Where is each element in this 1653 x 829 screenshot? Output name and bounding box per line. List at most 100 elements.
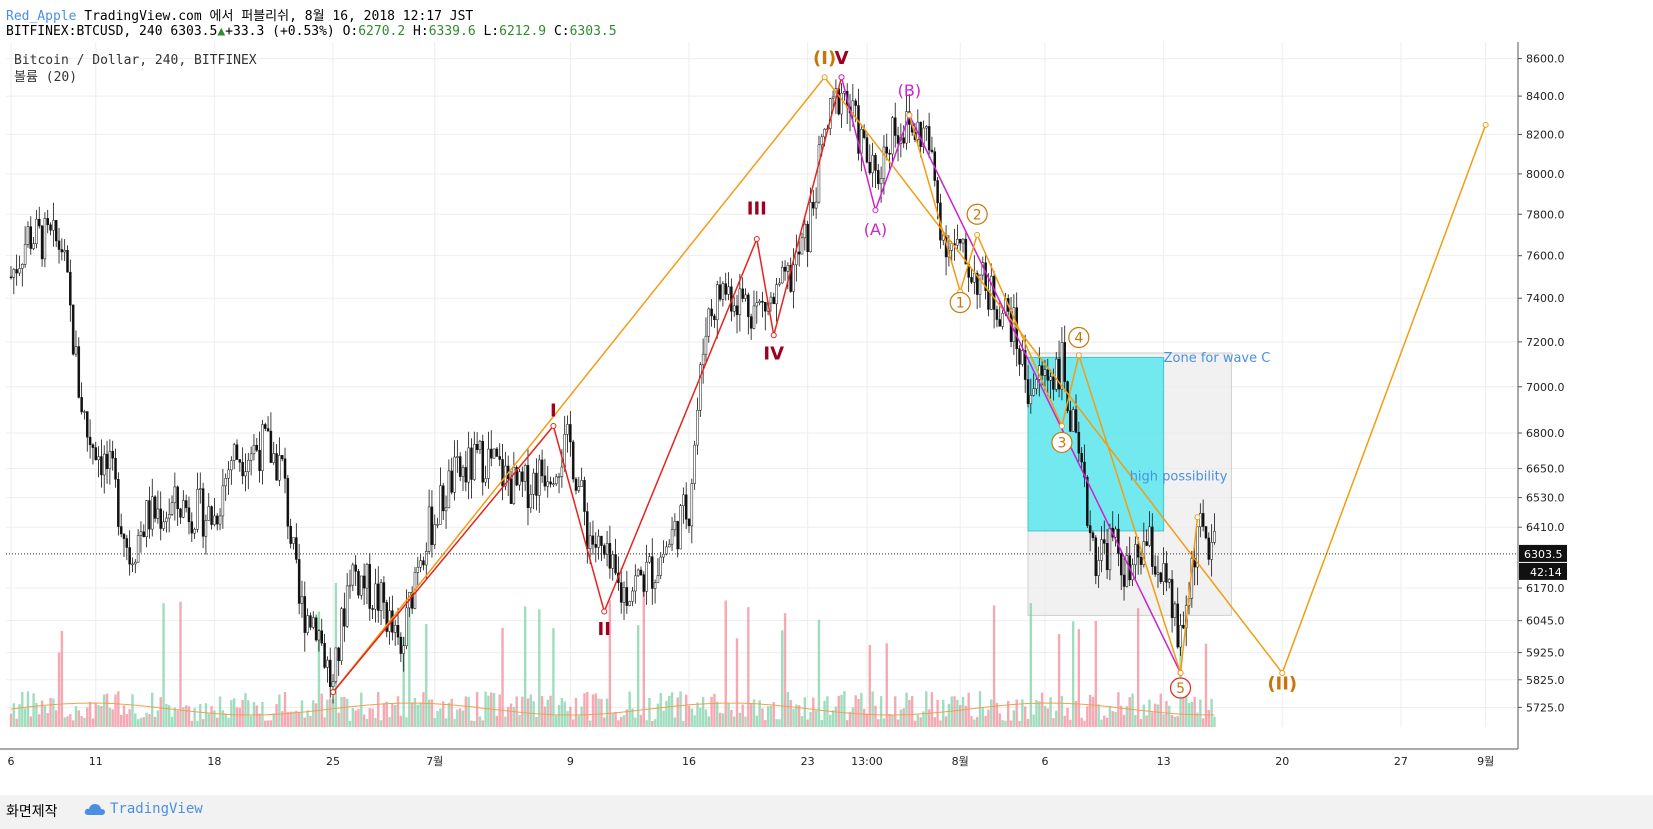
volume-bar bbox=[786, 691, 790, 727]
volume-bar bbox=[1023, 706, 1027, 727]
volume-bar bbox=[930, 692, 934, 727]
author-link[interactable]: Red_Apple bbox=[6, 9, 77, 24]
candle-body bbox=[879, 178, 883, 185]
volume-bar bbox=[523, 606, 527, 727]
volume-bar bbox=[521, 696, 524, 727]
volume-bar bbox=[40, 700, 44, 727]
candle-body bbox=[345, 585, 349, 627]
volume-bar bbox=[77, 710, 80, 727]
countdown-tag-bg bbox=[1519, 562, 1567, 580]
volume-bar bbox=[241, 699, 244, 727]
volume-bar bbox=[990, 699, 993, 727]
volume-bar bbox=[1134, 715, 1137, 727]
wave-label: V bbox=[835, 48, 849, 69]
price-tag-bg bbox=[1519, 544, 1567, 562]
price-tick-label: 8200.0 bbox=[1526, 129, 1565, 142]
volume-bar bbox=[35, 702, 38, 727]
volume-bar bbox=[117, 691, 120, 727]
volume-bar bbox=[679, 691, 682, 727]
candle-body bbox=[882, 146, 886, 179]
volume-bar bbox=[591, 694, 595, 727]
candle-body bbox=[368, 564, 372, 609]
footer: 화면제작 TradingView bbox=[0, 795, 1653, 829]
candle-body bbox=[94, 447, 97, 461]
volume-bar bbox=[639, 714, 643, 727]
candle-body bbox=[1122, 574, 1126, 587]
candle-body bbox=[162, 521, 165, 529]
candle-body bbox=[665, 546, 668, 555]
candle-body bbox=[529, 494, 533, 509]
candle-body bbox=[1071, 409, 1075, 432]
volume-bar bbox=[453, 718, 456, 727]
candle-body bbox=[1086, 476, 1089, 526]
volume-bar bbox=[1080, 717, 1083, 727]
candle-body bbox=[422, 560, 425, 566]
volume-bar bbox=[297, 712, 301, 727]
volume-bar bbox=[1165, 700, 1168, 727]
volume-bar bbox=[218, 696, 222, 727]
candle-body bbox=[580, 480, 583, 487]
volume-bar bbox=[227, 717, 230, 727]
volume-bar bbox=[15, 718, 18, 727]
candle-body bbox=[761, 300, 764, 303]
candle-body bbox=[46, 218, 49, 226]
volume-ma-line bbox=[10, 702, 1215, 716]
candle-body bbox=[487, 448, 490, 479]
candle-body bbox=[690, 483, 694, 527]
wave-label: 4 bbox=[1074, 330, 1083, 346]
axes[interactable]: 8600.0 8400.0 8200.0 8000.0 7800.0 7600.0 7400… bbox=[0, 42, 1653, 795]
candle-body bbox=[88, 436, 92, 445]
candle-body bbox=[1210, 542, 1213, 560]
candle-body bbox=[314, 617, 318, 641]
annotation-text: high possibility bbox=[1130, 470, 1228, 485]
volume-bar bbox=[738, 712, 742, 727]
volume-bar bbox=[597, 698, 600, 727]
volume-bar bbox=[978, 691, 982, 727]
candle-body bbox=[814, 201, 818, 209]
candle-body bbox=[495, 448, 499, 457]
price-tag: 6303.5 bbox=[1524, 548, 1563, 561]
volume-bar bbox=[1103, 715, 1106, 727]
candle-body bbox=[710, 308, 713, 317]
volume-bar bbox=[351, 708, 355, 727]
candle-body bbox=[662, 553, 665, 558]
volume-bar bbox=[795, 704, 798, 727]
volume-bar bbox=[179, 601, 182, 727]
volume-bar bbox=[783, 613, 787, 727]
price-tick-label: 7600.0 bbox=[1526, 250, 1565, 263]
volume-bar bbox=[905, 692, 908, 727]
volume-bar bbox=[913, 720, 917, 727]
candle-body bbox=[594, 544, 598, 548]
candle-body bbox=[478, 440, 482, 450]
volume-bar bbox=[1139, 719, 1143, 727]
volume-bar bbox=[817, 619, 821, 727]
candle-body bbox=[187, 507, 191, 522]
candle-body bbox=[176, 486, 179, 510]
candle-body bbox=[481, 440, 485, 483]
price-tick-label: 7200.0 bbox=[1526, 336, 1565, 349]
candle-body bbox=[812, 202, 815, 209]
volume-bar bbox=[814, 710, 818, 727]
volume-bar bbox=[467, 696, 470, 727]
candle-body bbox=[764, 302, 767, 312]
tradingview-brand[interactable]: TradingView bbox=[84, 801, 203, 817]
candle-body bbox=[71, 304, 75, 355]
time-tick-label: 23 bbox=[801, 755, 815, 768]
volume-bar bbox=[275, 704, 278, 727]
volume-bar bbox=[922, 711, 925, 727]
volume-bars bbox=[9, 573, 1216, 727]
candle-body bbox=[628, 601, 631, 606]
volume-bar bbox=[221, 710, 225, 727]
volume-bar bbox=[473, 720, 476, 727]
candle-body bbox=[427, 506, 431, 552]
candle-body bbox=[77, 346, 81, 398]
candle-body bbox=[179, 508, 182, 518]
volume-bar bbox=[343, 696, 346, 727]
symbol-label: BITFINEX:BTCUSD, 240 bbox=[6, 24, 163, 39]
volume-bar bbox=[512, 707, 516, 727]
candle-body bbox=[634, 575, 637, 592]
candle-body bbox=[1134, 544, 1137, 566]
candle-body bbox=[255, 444, 259, 451]
volume-bar bbox=[840, 694, 843, 727]
